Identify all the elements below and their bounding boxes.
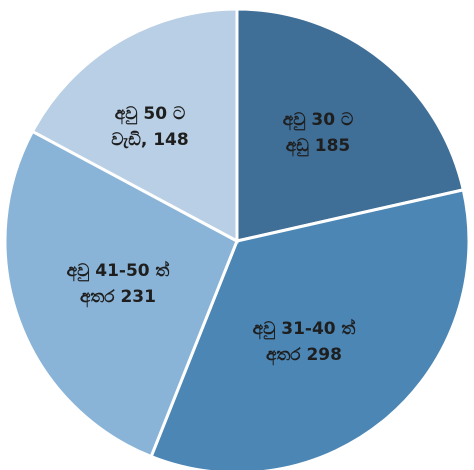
pie-slice-label-3: අවු 41-50 ත් අතර 231 bbox=[67, 260, 170, 308]
pie-slice-4 bbox=[30, 7, 239, 244]
pie-slice-label-1: අවු 30 ට අඩු 185 bbox=[283, 110, 353, 157]
pie-slice-label-line1: අවු 30 ට bbox=[283, 110, 353, 131]
pie-slice-label-line2: වැඩි, 148 bbox=[111, 130, 188, 150]
pie-slice-label-line1: අවු 31-40 ත් bbox=[253, 318, 356, 340]
pie-slice-label-4: අවු 50 ට වැඩි, 148 bbox=[111, 104, 188, 150]
pie-slice-label-line1: අවු 50 ට bbox=[115, 104, 185, 125]
pie-slice-label-2: අවු 31-40 ත් අතර 298 bbox=[253, 318, 356, 366]
pie-slices bbox=[3, 7, 471, 470]
pie-labels: අවු 30 ට අඩු 185 අවු 31-40 ත් අතර 298 අවු 41… bbox=[67, 104, 356, 366]
pie-slice-3 bbox=[3, 129, 239, 459]
pie-slice-label-line2: අතර 298 bbox=[266, 345, 342, 366]
pie-slice-label-line2: අතර 231 bbox=[80, 287, 156, 308]
pie-slice-1 bbox=[235, 7, 466, 243]
pie-slice-label-line2: අඩු 185 bbox=[286, 136, 350, 157]
pie-slice-label-line1: අවු 41-50 ත් bbox=[67, 260, 170, 282]
